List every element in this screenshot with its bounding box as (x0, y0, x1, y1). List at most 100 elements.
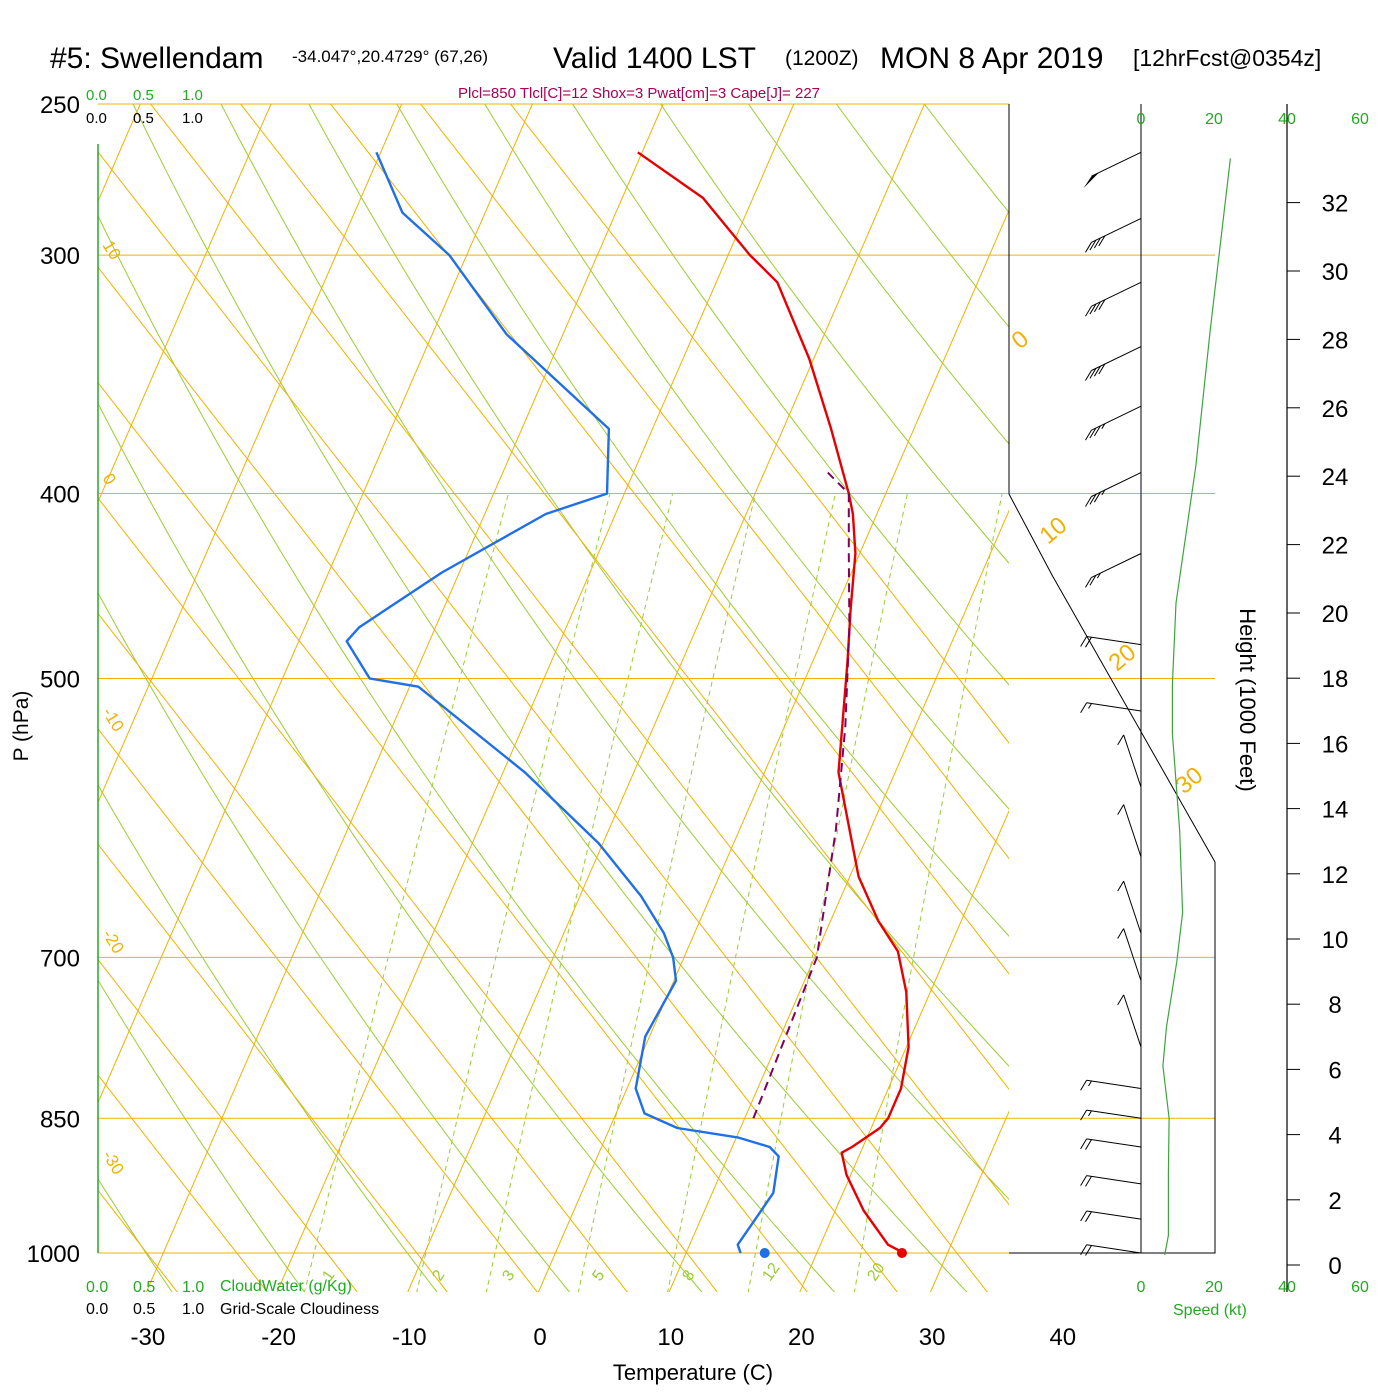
dry-adiabat-line (98, 402, 703, 1292)
isotherm-line (145, 104, 664, 1292)
wind-barb-staff (1123, 928, 1142, 981)
dry-adiabat-line (660, 104, 1009, 564)
wind-barb-staff (1086, 1079, 1142, 1090)
wind-barb-half (1101, 489, 1106, 496)
isotherm-label: -20 (99, 926, 128, 957)
height-tick-label: 0 (1328, 1253, 1341, 1280)
wind-barb-half (1088, 1080, 1092, 1087)
speed-tick-top: 60 (1351, 111, 1369, 128)
height-tick-label: 20 (1322, 601, 1349, 628)
height-tick-label: 4 (1328, 1123, 1341, 1150)
mixing-ratio-label: 2 (429, 1267, 448, 1284)
wind-barb-flag (1083, 172, 1099, 189)
height-tick-label: 16 (1322, 731, 1349, 758)
dry-adiabat-line (98, 1178, 173, 1292)
isotherm-line (98, 104, 272, 503)
wind-barb-feather (1093, 301, 1101, 313)
wind-barb-feather (1085, 370, 1092, 381)
wind-barb-staff (1086, 635, 1142, 646)
wind-barb-staff (1086, 702, 1142, 712)
wind-barb-feather (1080, 1244, 1088, 1256)
moist-adiabat-line (98, 843, 448, 1292)
wind-barb-feather (1098, 363, 1106, 375)
wind-panel-outline (1008, 104, 1216, 1254)
wind-barb-feather (1089, 494, 1097, 505)
temperature-tick-label: -20 (261, 1324, 296, 1351)
wind-barb-feather (1093, 365, 1101, 377)
pressure-tick-label: 850 (40, 1106, 80, 1133)
wind-barb-feather (1117, 928, 1125, 939)
pressure-tick-label: 1000 (27, 1241, 80, 1268)
cloud-bottom-green-0: 0.0 (86, 1279, 108, 1296)
isotherm-label: 10 (99, 237, 125, 263)
mixing-ratio-line (303, 493, 509, 1292)
wind-barb-feather (1117, 880, 1125, 892)
wind-barb-feather (1080, 1080, 1088, 1091)
speed-tick-bottom: 40 (1278, 1279, 1296, 1296)
cloud-bottom-black-2: 1.0 (182, 1301, 204, 1318)
isotherm-label-right: 0 (1007, 325, 1035, 354)
wind-barb-half (1101, 423, 1106, 429)
dry-adiabat-line (98, 214, 836, 1292)
adiabat-lines (98, 70, 1400, 1293)
wind-speed-scale-bottom: 0 20 40 60 (1137, 1279, 1369, 1296)
mixing-ratio-label: 12 (759, 1260, 783, 1284)
wind-barb-staff (1123, 734, 1142, 788)
cloud-scale-bottom: 0.0 0.5 1.0 CloudWater (g/Kg) 0.0 0.5 1.… (86, 1278, 379, 1318)
mixing-ratio-label: 8 (679, 1267, 698, 1284)
wind-barb-staff (1091, 553, 1142, 578)
moist-adiabat-line (98, 958, 358, 1292)
dry-adiabat-line (98, 783, 438, 1292)
moist-adiabat-line (149, 104, 1009, 1206)
dry-adiabat-line (396, 104, 1009, 937)
height-tick-label: 18 (1322, 666, 1349, 693)
temperature-tick-label: -10 (392, 1324, 427, 1351)
dry-adiabat-line (220, 104, 1009, 1201)
speed-tick-top: 0 (1137, 111, 1146, 128)
x-axis-title: Temperature (C) (613, 1360, 773, 1385)
height-tick-label: 22 (1322, 533, 1349, 560)
wind-barb-feather (1117, 804, 1125, 815)
mixing-ratio-label: 3 (499, 1267, 518, 1284)
wind-barbs (1080, 151, 1142, 1256)
cloud-bottom-black-0: 0.0 (86, 1301, 108, 1318)
temperature-tick-label: 30 (919, 1324, 946, 1351)
mixing-ratio-labels: 1 2 3 5 8 12 20 (319, 1260, 888, 1284)
isotherm-line (407, 104, 925, 1292)
moist-adiabat-line (509, 104, 1009, 744)
temperature-tick-label: 0 (533, 1324, 546, 1351)
height-tick-label: 10 (1322, 927, 1349, 954)
wind-speed-scale-top: 0 20 40 60 (1137, 111, 1369, 128)
moist-adiabat-line (98, 1074, 268, 1292)
valid-time: Valid 1400 LST (553, 42, 756, 75)
dry-adiabat-line (98, 591, 571, 1292)
wind-barb-feather (1085, 1245, 1092, 1256)
sounding-series (345, 151, 910, 1255)
wind-barb-feather (1098, 235, 1106, 247)
wind-barb-feather (1089, 303, 1097, 315)
wind-barb-feather (1080, 636, 1088, 647)
height-tick-label: 30 (1322, 259, 1349, 286)
moist-adiabat-line (98, 728, 538, 1292)
speed-unit-label: Speed (kt) (1173, 1302, 1247, 1319)
dry-adiabat-line (1160, 70, 1400, 1293)
wind-barb-staff (1091, 217, 1142, 243)
speed-tick-top: 40 (1278, 111, 1296, 128)
height-tick-label: 2 (1328, 1188, 1341, 1215)
temperature-tick-label: 10 (657, 1324, 684, 1351)
wind-barb-feather (1093, 491, 1101, 503)
temperature-tick-label: 20 (788, 1324, 815, 1351)
isotherm-label: 0 (99, 470, 120, 488)
wind-barb-feather (1085, 1211, 1092, 1222)
wind-barb-feather (1089, 427, 1097, 439)
wind-barb-feather (1080, 702, 1088, 714)
wind-barb-staff (1091, 346, 1142, 371)
wind-barb-staff (1086, 1138, 1142, 1148)
dry-adiabat-line (747, 104, 1009, 445)
height-tick-label: 6 (1328, 1057, 1341, 1084)
height-profile-line (1162, 158, 1231, 1256)
speed-tick-bottom: 60 (1351, 1279, 1369, 1296)
